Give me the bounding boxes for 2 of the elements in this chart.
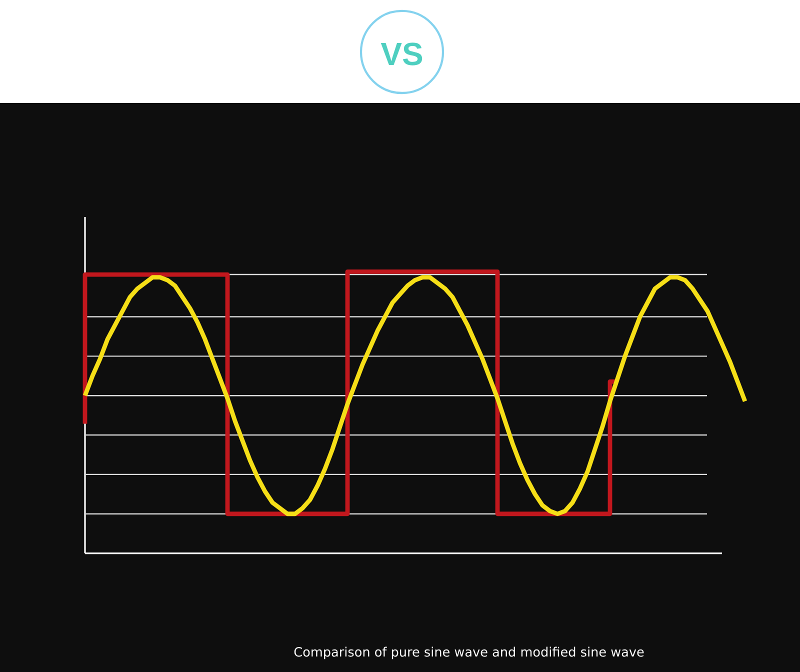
- chart-title: VS: [380, 42, 422, 66]
- text: Comparison of pure sine wave and modified sine wave: [294, 646, 644, 660]
